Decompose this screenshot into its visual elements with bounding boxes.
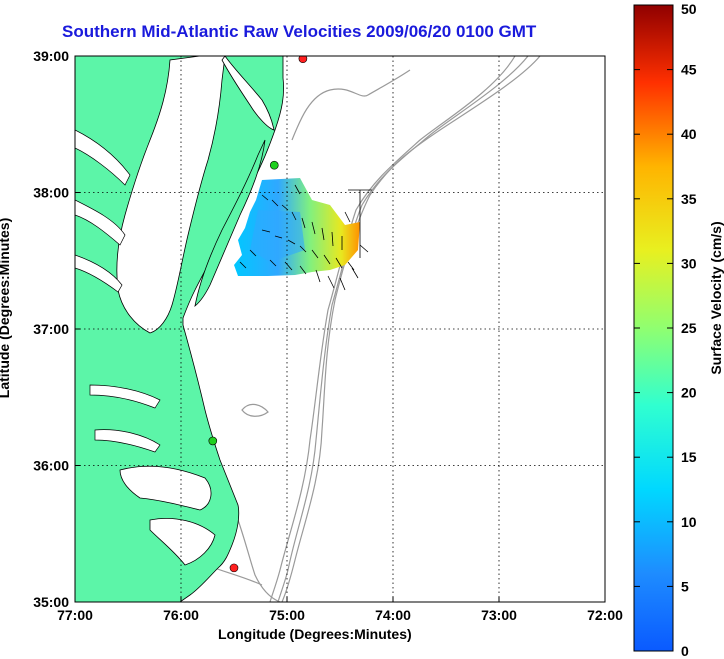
colorbar-tick-label: 15: [681, 449, 697, 465]
x-axis-ticks: 77:00 76:00 75:00 74:00 73:00 72:00: [57, 597, 623, 623]
x-tick-label: 74:00: [375, 607, 411, 623]
x-axis-label: Longitude (Degrees:Minutes): [218, 626, 412, 642]
y-tick-label: 37:00: [33, 321, 69, 337]
velocity-field: [234, 178, 372, 291]
station-marker: [208, 436, 218, 446]
y-tick-label: 35:00: [33, 594, 69, 610]
x-tick-label: 72:00: [587, 607, 623, 623]
colorbar-tick-label: 30: [681, 255, 697, 271]
colorbar-tick-label: 45: [681, 62, 697, 78]
x-tick-label: 73:00: [481, 607, 517, 623]
colorbar-tick-label: 0: [681, 643, 689, 659]
colorbar-tick-label: 25: [681, 320, 697, 336]
colorbar-tick-label: 5: [681, 578, 689, 594]
colorbar-tick-label: 50: [681, 1, 697, 17]
colorbar-tick-label: 20: [681, 385, 697, 401]
colorbar-label: Surface Velocity (cm/s): [708, 221, 724, 375]
grid-lines: [75, 56, 605, 602]
colorbar-tick-label: 35: [681, 191, 697, 207]
y-axis-label: Latitude (Degrees:Minutes): [0, 217, 13, 399]
chart-title: Southern Mid-Atlantic Raw Velocities 200…: [62, 22, 537, 41]
y-tick-label: 38:00: [33, 185, 69, 201]
station-marker: [229, 563, 239, 573]
bathymetry-contours: [194, 56, 541, 602]
station-marker: [298, 56, 308, 64]
x-tick-label: 77:00: [57, 607, 93, 623]
x-tick-label: 75:00: [269, 607, 305, 623]
y-axis-ticks: 39:00 38:00 37:00 36:00 35:00: [33, 48, 80, 610]
y-tick-label: 36:00: [33, 458, 69, 474]
y-tick-label: 39:00: [33, 48, 69, 64]
station-markers: [208, 56, 308, 573]
colorbar-tick-label: 40: [681, 126, 697, 142]
colorbar-tick-label: 10: [681, 514, 697, 530]
station-marker: [269, 160, 279, 170]
x-tick-label: 76:00: [163, 607, 199, 623]
